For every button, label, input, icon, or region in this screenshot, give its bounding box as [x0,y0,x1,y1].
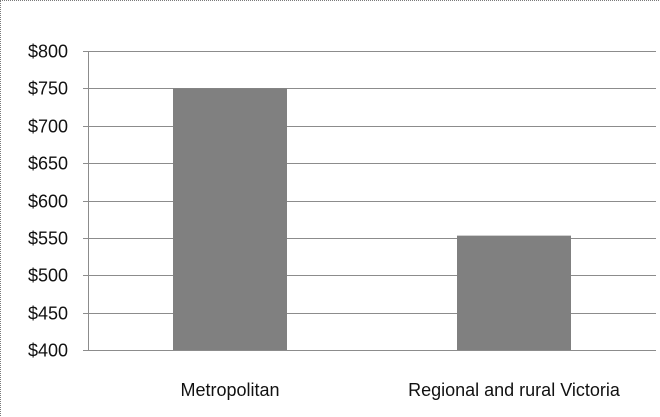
x-category-label: Regional and rural Victoria [408,380,621,400]
y-tick-label: $650 [28,154,68,174]
y-tick-label: $750 [28,79,68,99]
y-tick-label: $550 [28,229,68,249]
axes [83,51,656,351]
y-tick-label: $450 [28,304,68,324]
y-tick-label: $600 [28,192,68,212]
y-tick-label: $700 [28,117,68,137]
y-tick-labels: $400 $450 $500 $550 $600 $650 $700 $750 $800 [28,42,68,361]
gridlines [88,51,656,314]
bar-metropolitan [173,88,287,350]
x-category-label: Metropolitan [180,380,279,400]
y-tick-label: $800 [28,42,68,62]
y-tick-label: $500 [28,266,68,286]
bar-regional-and-rural-victoria [457,235,571,350]
x-category-labels: Metropolitan Regional and rural Victoria [180,380,620,400]
y-tick-label: $400 [28,341,68,361]
bars [173,88,571,350]
